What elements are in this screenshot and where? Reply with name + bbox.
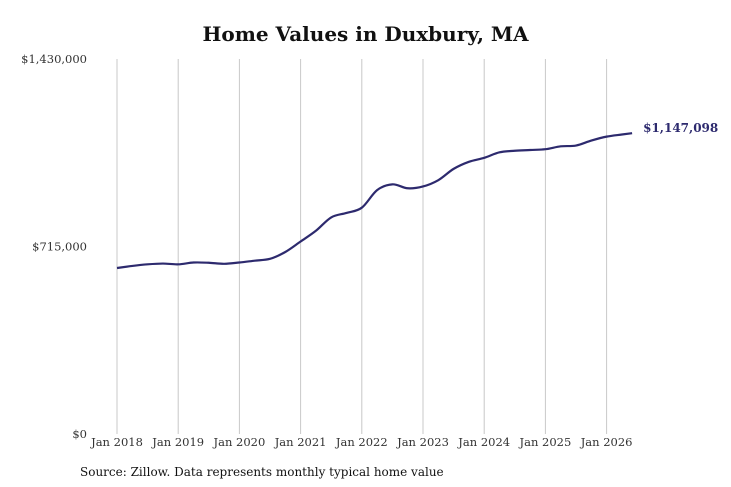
home-value-line <box>116 132 633 270</box>
x-tick-label: Jan 2020 <box>213 435 266 449</box>
x-tick-label: Jan 2025 <box>519 435 572 449</box>
source-note: Source: Zillow. Data represents monthly … <box>80 465 444 479</box>
x-tick-label: Jan 2019 <box>151 435 204 449</box>
x-tick-label: Jan 2021 <box>274 435 327 449</box>
y-tick-label: $1,430,000 <box>21 52 87 66</box>
end-value-label: $1,147,098 <box>643 121 718 135</box>
y-tick-label: $715,000 <box>32 240 87 254</box>
x-tick-label: Jan 2023 <box>396 435 449 449</box>
chart-title: Home Values in Duxbury, MA <box>202 22 529 46</box>
x-tick-label: Jan 2018 <box>90 435 143 449</box>
x-tick-label: Jan 2026 <box>580 435 633 449</box>
y-axis-ticks: $0 $715,000 $1,430,000 <box>21 52 87 441</box>
x-tick-label: Jan 2022 <box>335 435 388 449</box>
x-tick-label: Jan 2024 <box>457 435 510 449</box>
y-tick-label: $0 <box>72 427 87 441</box>
gridlines <box>116 59 608 434</box>
x-axis-ticks: Jan 2018 Jan 2019 Jan 2020 Jan 2021 Jan 2022… <box>90 435 632 449</box>
